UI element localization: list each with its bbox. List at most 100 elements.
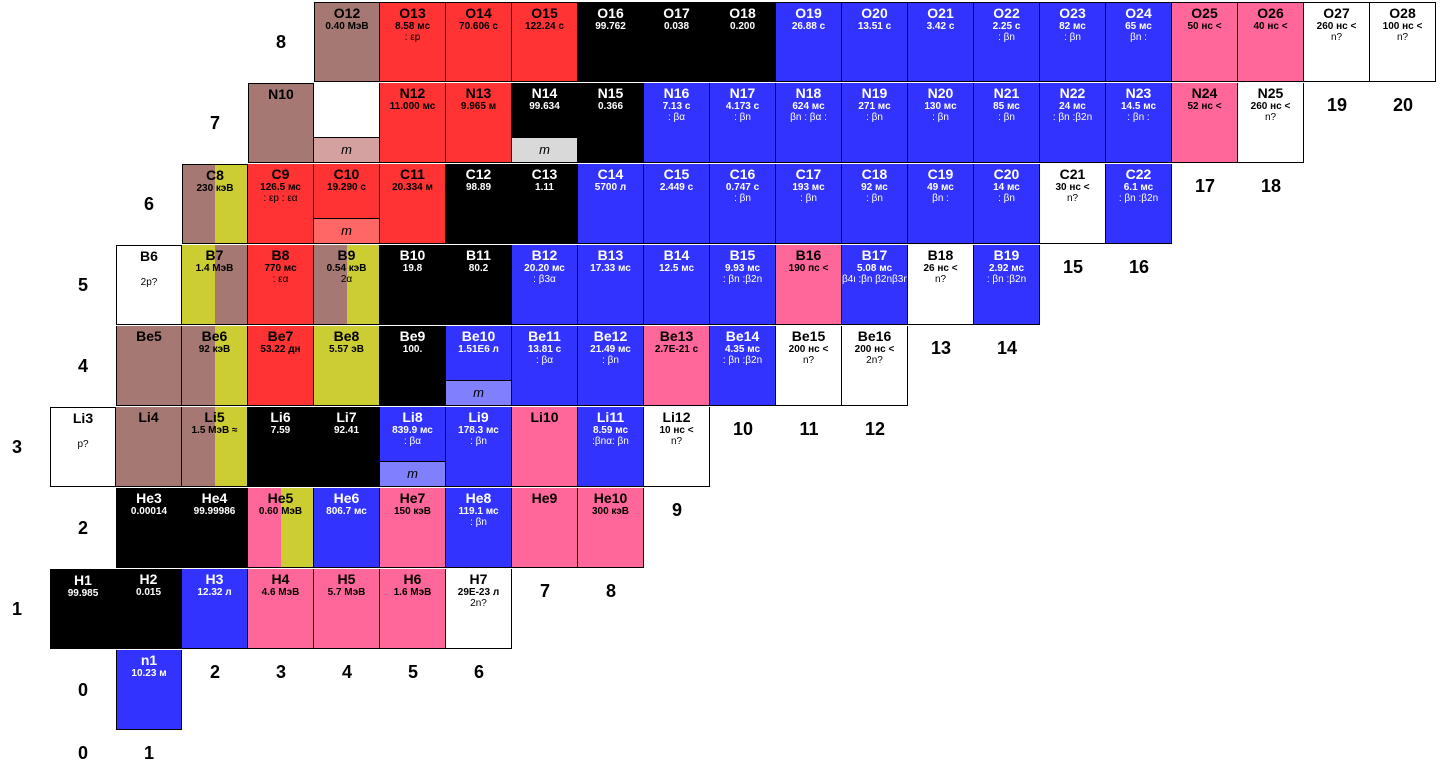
nuclide-symbol: C21 <box>1059 166 1086 182</box>
proton-number-label: 8 <box>275 32 286 52</box>
nuclide-halflife: 200 нс < <box>788 344 829 355</box>
nuclide-cell-h4: H4 4.6 МэВ <box>248 569 314 649</box>
nuclide-cell-he10: He10 300 кэВ <box>578 488 644 568</box>
nuclide-symbol: C20 <box>993 166 1020 182</box>
nuclide-decay-mode: : βn <box>470 517 487 528</box>
nuclide-halflife: 10 нс < <box>659 425 694 436</box>
nuclide-halflife: 300 кэВ <box>591 506 630 517</box>
nuclide-halflife: 10.23 м <box>131 668 167 679</box>
nuclide-halflife: 98.89 <box>465 182 492 193</box>
nuclide-symbol: O13 <box>399 5 426 21</box>
nuclide-halflife: 126.5 мс <box>260 182 301 193</box>
nuclide-symbol: Li10 <box>530 409 559 425</box>
nuclide-cell-be12: Be12 21.49 мс: βn <box>578 326 644 406</box>
nuclide-cell-o26: O26 40 нс < <box>1238 2 1304 82</box>
nuclide-symbol: C16 <box>729 166 756 182</box>
nuclide-cell-c10: C10 19.290 с m <box>314 164 380 244</box>
nuclide-halflife: 0.40 МэВ <box>325 21 369 32</box>
decay-mode-half <box>346 245 379 324</box>
nuclide-halflife: 260 нс < <box>1250 101 1291 112</box>
nuclide-cell-o25: O25 50 нс < <box>1172 2 1238 82</box>
nuclide-cell-o21: O21 3.42 с <box>908 2 974 82</box>
nuclide-halflife: 82 мс <box>1059 21 1086 32</box>
neutron-number-label: 20 <box>1392 95 1414 115</box>
nuclide-cell-n25: N25 260 нс < n? <box>1238 83 1304 163</box>
nuclide-halflife: 24 мс <box>1059 101 1086 112</box>
nuclide-decay-mode: : βn :β2n <box>722 274 763 285</box>
nuclide-halflife: 1.11 <box>535 182 554 193</box>
nuclide-symbol: B14 <box>663 247 690 263</box>
nuclide-cell-c8: C8 230 кэВ <box>182 164 248 244</box>
nuclide-cell-be16: Be16 200 нс <2n? <box>842 326 908 406</box>
nuclide-symbol: C8 <box>206 167 224 183</box>
nuclide-decay-mode: : βα <box>667 112 686 123</box>
proton-number-label: 0 <box>77 680 88 700</box>
nuclide-symbol: He3 <box>136 490 162 506</box>
nuclide-cell-he4: He4 99.99986 <box>182 488 248 568</box>
nuclide-symbol: O18 <box>729 5 756 21</box>
nuclide-decay-mode: : βn <box>470 436 487 447</box>
neutron-number-label: 0 <box>77 743 88 763</box>
decay-mode-half <box>214 245 247 324</box>
nuclide-cell-b6: B6 2p? <box>116 245 182 325</box>
nuclide-halflife: 13.51 с <box>857 21 892 32</box>
nuclide-cell-h5: H5 5.7 МэВ <box>314 569 380 649</box>
nuclide-cell-be6: Be6 92 кэВ <box>182 326 248 406</box>
nuclide-symbol: N14 <box>531 85 558 101</box>
nuclide-cell-h7: H7 29E-23 л 2n? <box>446 569 512 649</box>
nuclide-cell-b16: B16 190 пс < <box>776 245 842 325</box>
nuclide-cell-c14: C14 5700 л <box>578 164 644 244</box>
nuclide-decay-mode: : βn <box>1064 32 1081 43</box>
nuclide-halflife: 5.57 эВ <box>329 344 364 355</box>
nuclide-symbol: O28 <box>1389 5 1416 21</box>
nuclide-cell-o20: O20 13.51 с <box>842 2 908 82</box>
proton-number-label: 4 <box>77 356 88 376</box>
nuclide-symbol: N12 <box>399 85 426 101</box>
nuclide-symbol: N17 <box>729 85 756 101</box>
nuclide-cell-b12: B12 20.20 мс: β3α <box>512 245 578 325</box>
nuclide-decay-mode: βn : <box>1130 32 1147 43</box>
nuclide-symbol: Li9 <box>468 409 489 425</box>
neutron-number-label: 4 <box>341 662 352 682</box>
nuclide-decay-mode: : βn <box>998 32 1015 43</box>
nuclide-symbol: H3 <box>205 571 224 587</box>
nuclide-cell-n14: N14 99.634 m <box>512 83 578 163</box>
nuclide-halflife: 21.49 мс <box>590 344 631 355</box>
nuclide-cell-c20: C20 14 мс: βn <box>974 164 1040 244</box>
nuclide-halflife: 1.51E6 л <box>458 344 499 355</box>
proton-number-label: 3 <box>11 437 22 457</box>
nuclide-symbol: Be8 <box>333 328 360 344</box>
nuclide-symbol: B18 <box>927 247 954 263</box>
nuclide-decay-mode: : εp : εα <box>263 193 298 204</box>
nuclide-decay-mode: β4ι :βn β2nβ3n <box>842 274 908 285</box>
nuclide-symbol: B17 <box>861 247 888 263</box>
nuclide-decay-mode: : βn <box>800 193 817 204</box>
nuclide-symbol: N22 <box>1059 85 1086 101</box>
nuclide-cell-be13: Be13 2.7E-21 с <box>644 326 710 406</box>
nuclide-halflife: 190 пс < <box>788 263 829 274</box>
nuclide-halflife: 122.24 с <box>525 21 564 32</box>
nuclide-halflife: 1.6 МэВ <box>393 587 432 598</box>
nuclide-symbol: N16 <box>663 85 690 101</box>
nuclide-halflife: 4.6 МэВ <box>261 587 300 598</box>
nuclide-decay-mode: p? <box>77 439 89 450</box>
nuclide-symbol: O23 <box>1059 5 1086 21</box>
nuclide-cell-li6: Li6 7.59 <box>248 407 314 487</box>
nuclide-cell-be7: Be7 53.22 дн <box>248 326 314 406</box>
nuclide-decay-mode: : εα <box>272 274 289 285</box>
nuclide-decay-mode: : βn <box>998 193 1015 204</box>
nuclide-cell-h6: H6 1.6 МэВ <box>380 569 446 649</box>
nuclide-symbol: B16 <box>795 247 822 263</box>
nuclide-cell-n24: N24 52 нс < <box>1172 83 1238 163</box>
nuclide-symbol: B9 <box>337 247 356 263</box>
nuclide-halflife: 4.35 мс <box>724 344 761 355</box>
neutron-number-label: 8 <box>605 581 616 601</box>
neutron-number-label: 2 <box>209 662 220 682</box>
nuclide-symbol: Be11 <box>528 328 561 344</box>
nuclide-symbol: He4 <box>201 490 228 506</box>
nuclide-cell-be11: Be11 13.81 с: βα <box>512 326 578 406</box>
nuclide-symbol: O15 <box>531 5 558 21</box>
nuclide-halflife: 13.81 с <box>527 344 562 355</box>
nuclide-halflife: 0.747 с <box>725 182 760 193</box>
